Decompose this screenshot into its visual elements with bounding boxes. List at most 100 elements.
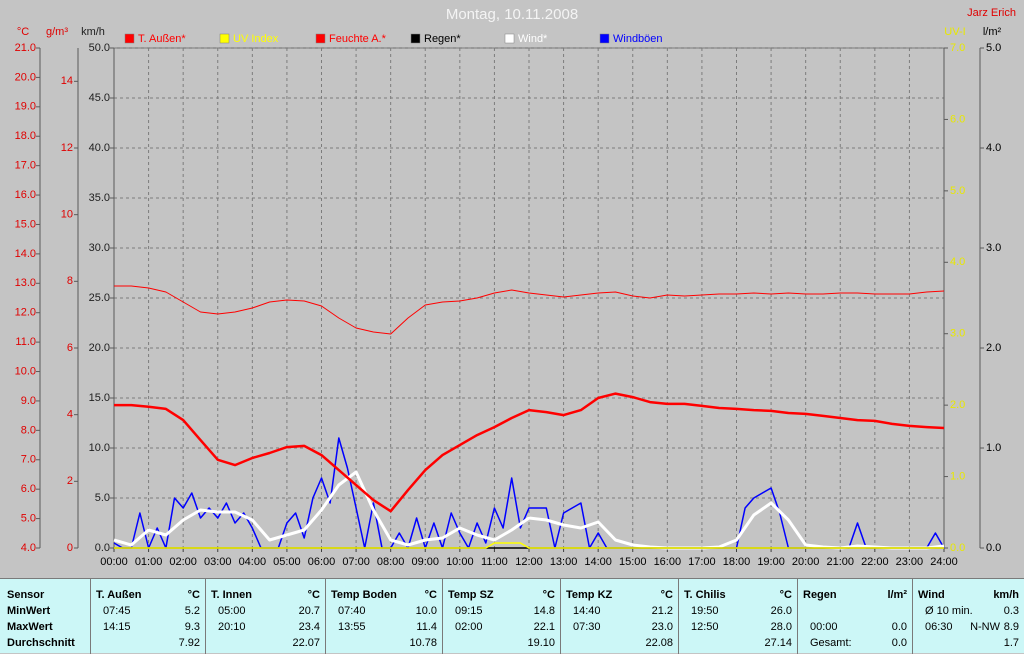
x-tick-label: 19:00 bbox=[757, 556, 785, 568]
x-tick-label: 04:00 bbox=[239, 556, 267, 568]
value-cell: 0.0 bbox=[891, 637, 907, 649]
value-cell: 0.3 bbox=[1003, 605, 1019, 617]
x-tick-label: 14:00 bbox=[584, 556, 612, 568]
y-tick-label: 50.0 bbox=[89, 42, 110, 54]
legend-label: Regen* bbox=[424, 33, 461, 45]
y-tick-label: 30.0 bbox=[89, 242, 110, 254]
x-tick-label: 15:00 bbox=[619, 556, 647, 568]
y-tick-label: 2.0 bbox=[986, 342, 1001, 354]
x-tick-label: 10:00 bbox=[446, 556, 474, 568]
value-cell: 27.14 bbox=[764, 637, 792, 649]
direction-cell: N-NW bbox=[970, 621, 1000, 633]
axis-title: UV-I bbox=[944, 26, 965, 38]
legend-swatch bbox=[219, 33, 230, 44]
header-cell: Sensor bbox=[7, 589, 45, 601]
y-tick-label: 35.0 bbox=[89, 192, 110, 204]
legend-label: Windböen bbox=[613, 33, 663, 45]
time-cell: 19:50 bbox=[691, 605, 719, 617]
x-tick-label: 01:00 bbox=[135, 556, 163, 568]
column-unit: °C bbox=[660, 589, 673, 601]
legend-label: Wind* bbox=[518, 33, 548, 45]
y-tick-label: 40.0 bbox=[89, 142, 110, 154]
y-tick-label: 5.0 bbox=[21, 512, 36, 524]
y-tick-label: 20.0 bbox=[89, 342, 110, 354]
y-tick-label: 4.0 bbox=[986, 142, 1001, 154]
y-tick-label: 12.0 bbox=[15, 307, 36, 319]
author: Jarz Erich bbox=[967, 7, 1016, 19]
axis-title: °C bbox=[17, 26, 29, 38]
column-header: Temp SZ bbox=[448, 589, 494, 601]
y-tick-label: 1.0 bbox=[950, 470, 965, 482]
value-cell: 21.2 bbox=[651, 605, 673, 617]
y-tick-label: 12 bbox=[61, 142, 73, 154]
column-header: Temp Boden bbox=[331, 589, 397, 601]
stats-column: T. Außen °C 07:45 5.2 14:15 9.3 7.92 bbox=[90, 579, 205, 654]
time-cell: 02:00 bbox=[455, 621, 483, 633]
series-line bbox=[114, 542, 944, 549]
time-cell: Gesamt: bbox=[810, 637, 852, 649]
value-cell: 28.0 bbox=[770, 621, 792, 633]
y-tick-label: 15.0 bbox=[89, 392, 110, 404]
column-unit: °C bbox=[779, 589, 792, 601]
value-cell: 22.1 bbox=[533, 621, 555, 633]
y-tick-label: 0 bbox=[67, 542, 73, 554]
value-cell: 0.0 bbox=[891, 621, 907, 633]
column-unit: l/m² bbox=[887, 589, 907, 601]
column-header: T. Chilis bbox=[684, 589, 726, 601]
value-cell: 22.08 bbox=[645, 637, 673, 649]
time-cell: 07:45 bbox=[103, 605, 131, 617]
y-tick-label: 1.0 bbox=[986, 442, 1001, 454]
y-tick-label: 5.0 bbox=[95, 492, 110, 504]
value-cell: 5.2 bbox=[184, 605, 200, 617]
x-tick-label: 22:00 bbox=[861, 556, 889, 568]
y-tick-label: 5.0 bbox=[950, 185, 965, 197]
axis-title: l/m² bbox=[983, 26, 1002, 38]
x-tick-label: 18:00 bbox=[723, 556, 751, 568]
y-tick-label: 10.0 bbox=[89, 442, 110, 454]
y-tick-label: 7.0 bbox=[21, 454, 36, 466]
stats-column: Wind km/h Ø 10 min. 0.3 06:30 N-NW 8.9 1.7 bbox=[912, 579, 1024, 654]
y-tick-label: 0.0 bbox=[986, 542, 1001, 554]
legend-swatch bbox=[599, 33, 610, 44]
y-tick-label: 10.0 bbox=[15, 365, 36, 377]
stats-column: Regen l/m² 00:00 0.0 Gesamt: 0.0 bbox=[797, 579, 912, 654]
value-cell: 9.3 bbox=[184, 621, 200, 633]
y-tick-label: 2.0 bbox=[950, 399, 965, 411]
y-tick-label: 13.0 bbox=[15, 277, 36, 289]
column-unit: °C bbox=[187, 589, 200, 601]
column-header: T. Außen bbox=[96, 589, 142, 601]
time-cell: 20:10 bbox=[218, 621, 246, 633]
y-tick-label: 11.0 bbox=[15, 336, 36, 348]
value-cell: 23.4 bbox=[298, 621, 320, 633]
value-cell: 7.92 bbox=[178, 637, 200, 649]
x-tick-label: 13:00 bbox=[550, 556, 578, 568]
value-cell: 10.78 bbox=[409, 637, 437, 649]
x-tick-label: 09:00 bbox=[411, 556, 439, 568]
row-label: MinWert bbox=[7, 605, 51, 617]
column-header: T. Innen bbox=[211, 589, 252, 601]
y-tick-label: 10 bbox=[61, 209, 73, 221]
y-tick-label: 14.0 bbox=[15, 248, 36, 260]
y-tick-label: 7.0 bbox=[950, 42, 965, 54]
time-cell: 09:15 bbox=[455, 605, 483, 617]
y-tick-label: 19.0 bbox=[15, 101, 36, 113]
x-tick-label: 21:00 bbox=[826, 556, 854, 568]
time-cell: Ø 10 min. bbox=[925, 605, 973, 617]
axis-title: g/m³ bbox=[46, 26, 68, 38]
column-header: Temp KZ bbox=[566, 589, 613, 601]
legend-swatch bbox=[124, 33, 135, 44]
value-cell: 22.07 bbox=[292, 637, 320, 649]
y-tick-label: 3.0 bbox=[950, 328, 965, 340]
column-header: Wind bbox=[918, 589, 945, 601]
y-tick-label: 20.0 bbox=[15, 71, 36, 83]
y-tick-label: 6.0 bbox=[21, 483, 36, 495]
x-tick-label: 00:00 bbox=[100, 556, 128, 568]
x-tick-label: 16:00 bbox=[654, 556, 682, 568]
y-tick-label: 2 bbox=[67, 475, 73, 487]
legend-swatch bbox=[504, 33, 515, 44]
x-tick-label: 06:00 bbox=[308, 556, 336, 568]
row-label: Durchschnitt bbox=[7, 637, 75, 649]
time-cell: 00:00 bbox=[810, 621, 838, 633]
time-cell: 12:50 bbox=[691, 621, 719, 633]
